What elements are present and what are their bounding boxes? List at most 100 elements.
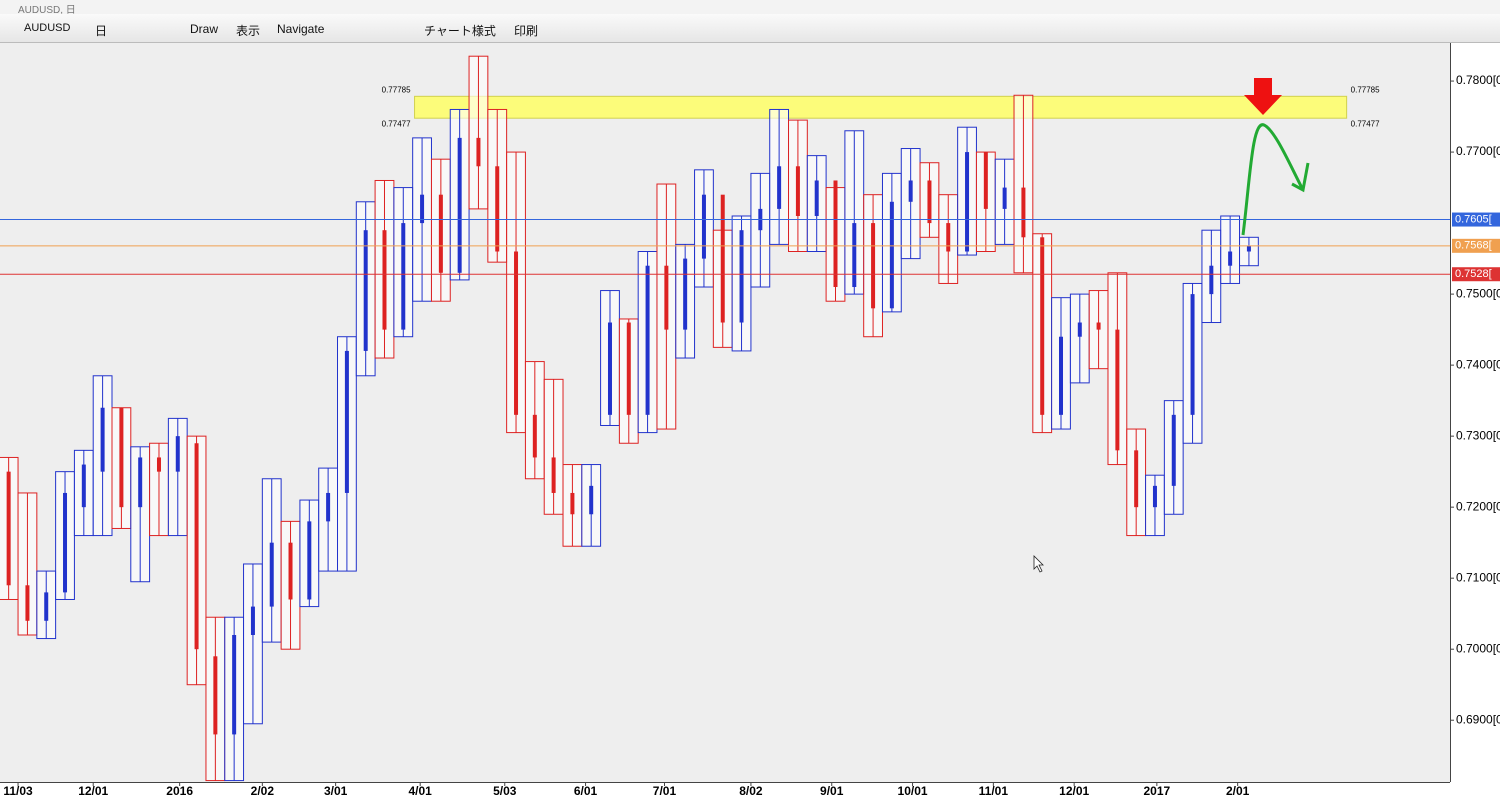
- price-tag: [1452, 238, 1500, 253]
- forecast-arrowhead: [1291, 162, 1310, 193]
- draw-menu[interactable]: Draw: [190, 22, 219, 36]
- y-tick-label: 0.7200[0: [1456, 499, 1500, 513]
- x-tick-label: 12/01: [78, 784, 108, 798]
- candle-body: [175, 436, 180, 472]
- y-tick-label: 0.7700[0: [1456, 144, 1500, 158]
- candle-body: [63, 492, 68, 593]
- resistance-zone: [414, 95, 1348, 119]
- navigate-menu[interactable]: Navigate: [277, 22, 325, 36]
- candle-body: [269, 542, 274, 607]
- candle-body: [514, 251, 519, 415]
- x-tick-label: 11/03: [3, 784, 33, 798]
- candle-body: [532, 414, 537, 458]
- candle-body: [570, 492, 575, 515]
- candle-body: [288, 542, 293, 600]
- candle-body: [1021, 187, 1026, 238]
- candle-body: [213, 656, 218, 735]
- candle-body: [194, 443, 199, 650]
- candle-body: [476, 137, 481, 167]
- candle-body: [382, 230, 387, 330]
- candle-body: [495, 166, 500, 252]
- y-tick-label: 0.7800[0: [1456, 73, 1500, 87]
- candle-body: [156, 457, 161, 472]
- candle-body: [138, 457, 143, 508]
- candle-body: [438, 194, 443, 273]
- candle-body: [777, 166, 782, 209]
- y-tick-label: 0.7300[0: [1456, 428, 1500, 442]
- candle-body: [871, 223, 876, 309]
- candle-body: [1096, 322, 1101, 330]
- candle-body: [852, 223, 857, 288]
- candle-body: [814, 180, 819, 216]
- candle-body: [908, 180, 913, 202]
- candle-body: [100, 407, 105, 472]
- x-tick-label: 9/01: [820, 784, 844, 798]
- candle-body: [326, 492, 331, 522]
- candle-body: [983, 152, 988, 209]
- price-tag: [1452, 212, 1500, 227]
- candle-body: [44, 592, 49, 621]
- candle-body: [626, 322, 631, 415]
- price-tag: [1452, 267, 1500, 282]
- candle-body: [739, 230, 744, 323]
- candle-body: [1246, 245, 1251, 252]
- price-tag-label: 0.7605[: [1455, 213, 1492, 225]
- candle-body: [965, 152, 970, 252]
- down-arrow: [1244, 78, 1282, 115]
- x-tick-label: 4/01: [409, 784, 433, 798]
- candle-body: [607, 322, 612, 415]
- candle-body: [1190, 294, 1195, 415]
- toolbar: AUDUSD 日 Draw 表示 Navigate チャート様式 印刷: [0, 14, 1500, 43]
- candle-body: [701, 194, 706, 259]
- candle-body: [344, 350, 349, 493]
- chart-style-menu[interactable]: チャート様式: [424, 24, 496, 38]
- price-tag-label: 0.7528[: [1455, 268, 1492, 280]
- candle-body: [1134, 450, 1139, 508]
- candle-body: [457, 137, 462, 273]
- candle-body: [551, 457, 556, 493]
- candle-body: [833, 180, 838, 288]
- timeframe-select[interactable]: 日: [95, 24, 108, 38]
- annotation: [1033, 78, 1310, 573]
- candle-body: [720, 194, 725, 323]
- candle-body: [795, 166, 800, 216]
- view-menu[interactable]: 表示: [236, 24, 261, 38]
- x-tick-label: 12/01: [1059, 784, 1089, 798]
- y-tick-label: 0.7400[0: [1456, 357, 1500, 371]
- candle-body: [1228, 251, 1233, 266]
- candle-body: [589, 485, 594, 515]
- zone-label: 0.77785: [1351, 85, 1380, 94]
- candle-body: [1002, 187, 1007, 209]
- price-tag-label: 0.7568[: [1455, 240, 1492, 252]
- x-tick-label: 2/02: [251, 784, 275, 798]
- window-title: AUDUSD, 日: [18, 5, 76, 16]
- candle-body: [119, 407, 124, 508]
- candle-body: [420, 194, 425, 224]
- forecast-curve: [1241, 123, 1304, 236]
- zone-label: 0.77785: [382, 85, 411, 94]
- zone-label: 0.77477: [382, 119, 411, 128]
- symbol-select[interactable]: AUDUSD: [24, 22, 71, 34]
- x-tick-label: 11/01: [979, 784, 1009, 798]
- x-tick-label: 3/01: [324, 784, 348, 798]
- print-menu[interactable]: 印刷: [514, 24, 539, 38]
- candle-body: [1040, 237, 1045, 415]
- candle-body: [307, 521, 312, 600]
- candle-body: [683, 258, 688, 330]
- candle-body: [946, 223, 951, 252]
- candle-body: [250, 606, 255, 635]
- x-tick-label: 2017: [1143, 784, 1170, 798]
- candle-body: [1171, 414, 1176, 486]
- candle-body: [1209, 265, 1214, 295]
- candle-body: [1077, 322, 1082, 337]
- x-tick-label: 2/01: [1226, 784, 1250, 798]
- candle-body: [81, 464, 86, 508]
- candle-body: [664, 265, 669, 330]
- candle-body: [1059, 336, 1064, 415]
- x-tick-label: 8/02: [739, 784, 763, 798]
- candle-body: [1115, 329, 1120, 451]
- x-tick-label: 10/01: [898, 784, 928, 798]
- candle-body: [889, 201, 894, 309]
- candle-body: [6, 471, 11, 586]
